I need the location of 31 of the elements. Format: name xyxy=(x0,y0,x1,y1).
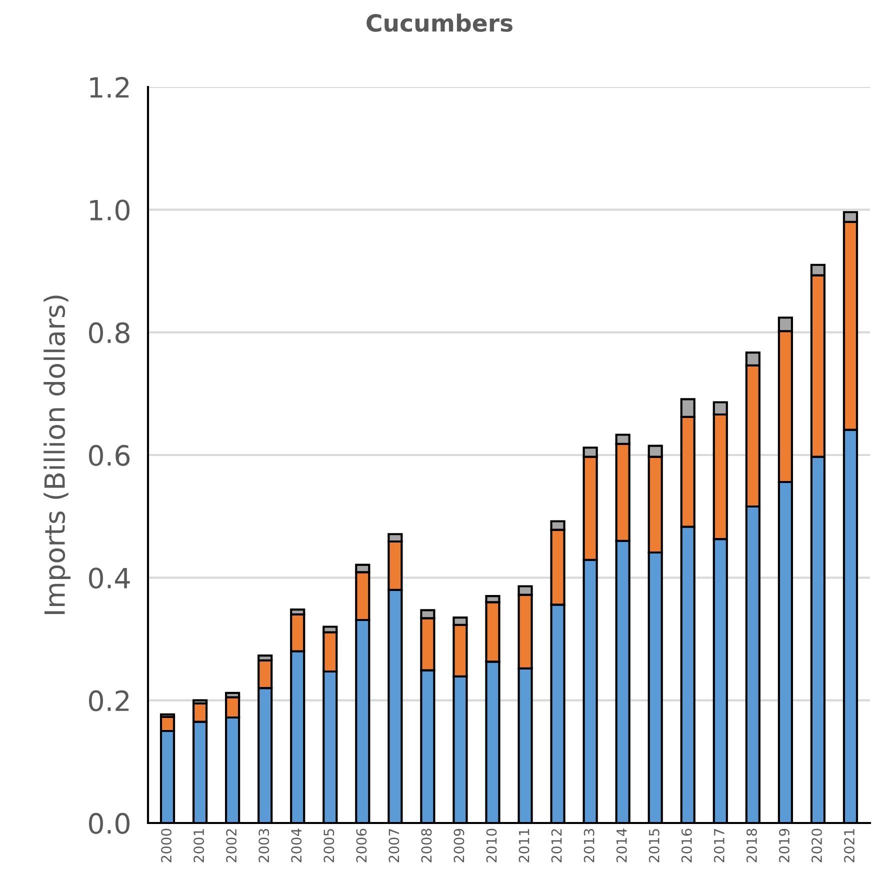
x-tick-label: 2010 xyxy=(486,828,497,862)
x-tick-label: 2014 xyxy=(616,828,627,862)
x-tick-label: 2005 xyxy=(324,829,334,862)
x-tick-label: 2007 xyxy=(388,829,400,862)
y-tick-label: 0.2 xyxy=(88,690,129,712)
x-tick-label: 2017 xyxy=(714,829,724,862)
x-tick-label: 2004 xyxy=(291,828,302,862)
x-tick-label: 2016 xyxy=(681,828,692,862)
x-tick-label: 2013 xyxy=(584,828,594,862)
x-tick-label: 2012 xyxy=(551,829,562,862)
x-tick-label: 2021 xyxy=(844,829,855,862)
x-tick-label: 2011 xyxy=(518,829,530,862)
y-tick-label: 1.2 xyxy=(90,76,129,98)
x-tick-label: 2020 xyxy=(811,828,822,862)
y-tick-label: 0.0 xyxy=(88,812,130,834)
x-tick-label: 2015 xyxy=(648,829,660,862)
x-tick-label: 2003 xyxy=(258,828,270,862)
x-tick-label: 2002 xyxy=(226,829,237,862)
x-tick-label: 2001 xyxy=(194,829,204,862)
y-axis-title: Imports (Billion dollars) xyxy=(44,296,70,614)
x-tick-label: 2019 xyxy=(778,828,790,862)
x-tick-label: 2008 xyxy=(421,828,432,862)
x-tick-label: 2006 xyxy=(356,828,367,862)
x-tick-label: 2000 xyxy=(161,828,172,862)
x-tick-label: 2018 xyxy=(746,828,757,862)
y-tick-label: 0.4 xyxy=(88,568,130,589)
y-tick-label: 0.6 xyxy=(88,444,130,466)
chart-title: Cucumbers xyxy=(366,14,512,32)
y-tick-label: 0.8 xyxy=(88,322,130,344)
x-tick-label: 2009 xyxy=(454,828,464,862)
y-tick-label: 1.0 xyxy=(90,200,130,221)
